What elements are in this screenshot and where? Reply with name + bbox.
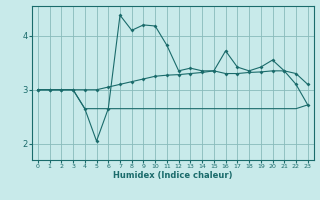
X-axis label: Humidex (Indice chaleur): Humidex (Indice chaleur)	[113, 171, 233, 180]
